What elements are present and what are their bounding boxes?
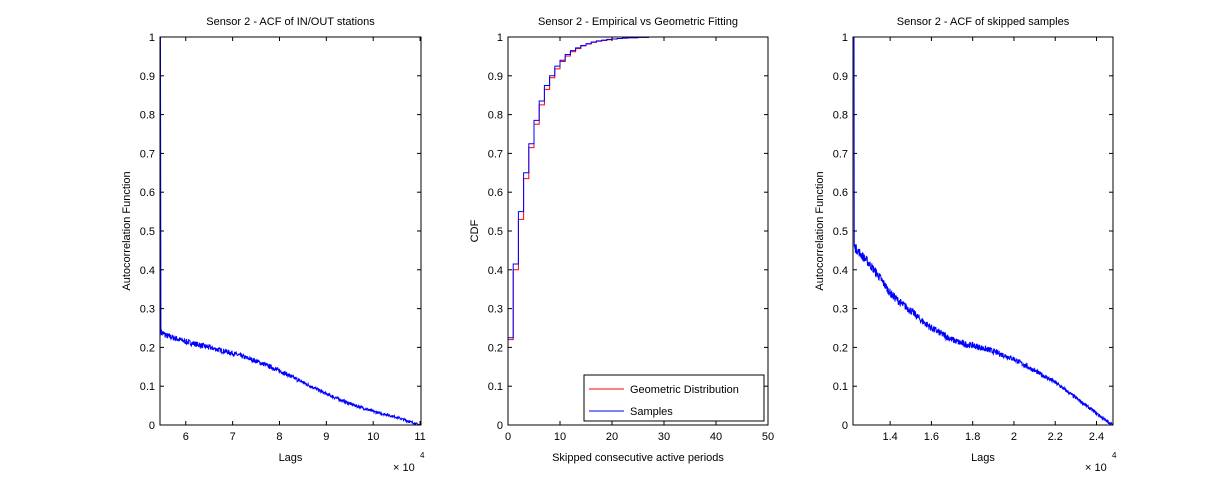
x-tick-label: 10 — [554, 431, 566, 443]
y-tick-label: 0.9 — [833, 71, 848, 83]
y-tick-label: 0.1 — [833, 381, 848, 393]
y-axis-label: Autocorrelation Function — [814, 171, 826, 290]
y-tick-label: 0.8 — [488, 110, 503, 122]
series-line-1 — [853, 36, 1113, 425]
y-tick-label: 0 — [497, 420, 503, 432]
x-tick-label: 2.2 — [1048, 431, 1063, 443]
y-tick-label: 0.6 — [833, 187, 848, 199]
y-tick-label: 0.3 — [488, 304, 503, 316]
y-tick-label: 0 — [842, 420, 848, 432]
plot-area — [853, 37, 1113, 425]
x-axis-multiplier-exponent: 4 — [1112, 451, 1117, 460]
x-tick-label: 8 — [276, 431, 282, 443]
x-tick-label: 40 — [710, 431, 722, 443]
chart-3: 0 0.1 0.2 0.3 0.4 0.5 0.6 0.7 0.8 0.9 1 1.4 1.6 1.8 2 2… — [814, 16, 1117, 474]
y-tick-label: 0.4 — [140, 265, 155, 277]
chart-1: 0 0.1 0.2 0.3 0.4 0.5 0.6 0.7 0.8 0.9 1 6 7 8 9 10 11 Sen… — [121, 16, 426, 474]
plot-area — [160, 37, 421, 425]
chart-title: Sensor 2 - ACF of IN/OUT stations — [206, 16, 375, 28]
legend-entry: Samples — [630, 406, 673, 418]
legend-box — [583, 374, 765, 422]
y-tick-label: 1 — [149, 32, 155, 44]
y-tick-label: 0.7 — [140, 148, 155, 160]
x-tick-label: 11 — [414, 431, 425, 443]
chart-title: Sensor 2 - ACF of skipped samples — [897, 16, 1070, 28]
y-tick-label: 0.4 — [488, 265, 503, 277]
y-tick-label: 0.7 — [488, 148, 503, 160]
x-tick-label: 2 — [1011, 431, 1017, 443]
y-tick-label: 0.2 — [488, 342, 503, 354]
legend-entry: Geometric Distribution — [630, 384, 739, 396]
y-tick-label: 0.4 — [833, 265, 848, 277]
y-tick-label: 0.2 — [833, 342, 848, 354]
legend: Geometric Distribution Samples — [583, 374, 765, 422]
series-line-2 — [508, 36, 649, 339]
y-tick-label: 0.3 — [833, 304, 848, 316]
x-tick-label: 20 — [606, 431, 618, 443]
y-tick-label: 0.5 — [833, 226, 848, 238]
x-tick-label: 50 — [762, 431, 774, 443]
x-axis-label: Lags — [971, 452, 995, 464]
y-tick-label: 0.3 — [140, 304, 155, 316]
x-axis-multiplier: × 10 — [1085, 462, 1107, 474]
y-axis-label: CDF — [469, 219, 481, 242]
y-tick-label: 0.6 — [140, 187, 155, 199]
y-tick-label: 0.7 — [833, 148, 848, 160]
x-tick-label: 9 — [323, 431, 329, 443]
y-tick-label: 0.9 — [140, 71, 155, 83]
y-tick-label: 0.5 — [140, 226, 155, 238]
y-tick-label: 0.8 — [140, 110, 155, 122]
y-tick-label: 0 — [149, 420, 155, 432]
y-tick-label: 0.1 — [488, 381, 503, 393]
y-tick-label: 1 — [842, 32, 848, 44]
x-tick-label: 10 — [367, 431, 379, 443]
x-tick-label: 30 — [658, 431, 670, 443]
plot-area — [508, 37, 768, 425]
x-tick-label: 1.6 — [924, 431, 939, 443]
chart-2: 00.10.20.30.40.50.60.70.80.910 10 20 30 40 50… — [469, 16, 774, 464]
x-tick-label: 0 — [505, 431, 511, 443]
y-tick-label: 0.6 — [488, 187, 503, 199]
x-tick-label: 6 — [183, 431, 189, 443]
y-tick-label: 0.5 — [488, 226, 503, 238]
y-tick-label: 0.8 — [833, 110, 848, 122]
x-tick-label: 7 — [230, 431, 236, 443]
y-tick-label: 1 — [497, 32, 503, 44]
x-tick-label: 1.8 — [965, 431, 980, 443]
x-tick-label: 1.4 — [882, 431, 897, 443]
x-axis-label: Skipped consecutive active periods — [552, 452, 724, 464]
x-axis-label: Lags — [279, 452, 303, 464]
y-axis-label: Autocorrelation Function — [121, 171, 133, 290]
y-tick-label: 0.9 — [488, 71, 503, 83]
series-line-1 — [160, 36, 421, 425]
x-axis-multiplier: × 10 — [393, 462, 415, 474]
x-tick-label: 2.4 — [1089, 431, 1104, 443]
x-axis-multiplier-exponent: 4 — [420, 451, 425, 460]
y-tick-label: 0.1 — [140, 381, 155, 393]
y-tick-label: 0.2 — [140, 342, 155, 354]
chart-title: Sensor 2 - Empirical vs Geometric Fittin… — [538, 16, 738, 28]
